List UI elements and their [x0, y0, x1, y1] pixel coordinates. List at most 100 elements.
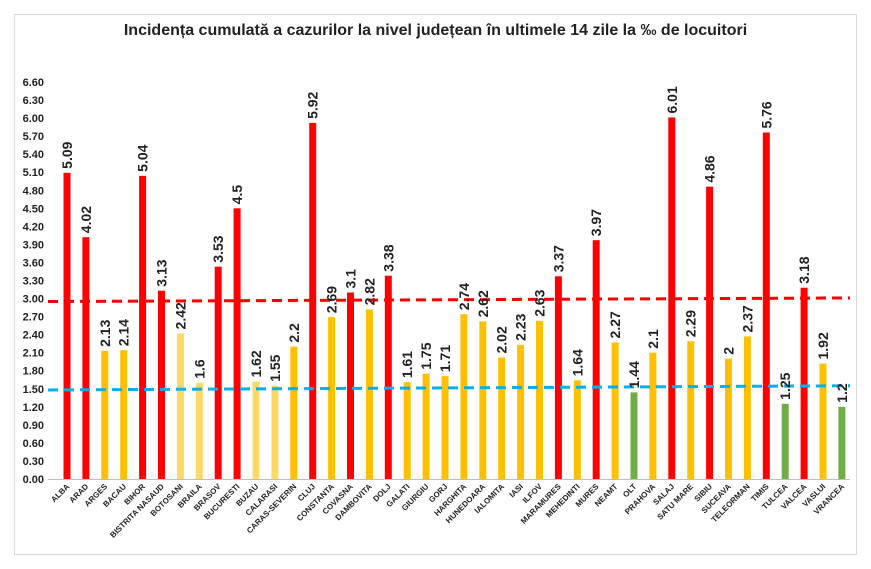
bar-botosani	[176, 333, 184, 479]
red-reference-line	[47, 296, 851, 304]
bar-ilfov	[536, 320, 543, 479]
bar-constanta	[328, 317, 336, 479]
data-label: 1.92	[815, 332, 831, 359]
bar-bucuresti	[233, 208, 241, 479]
data-label: 1.71	[437, 345, 453, 372]
data-label: 1.75	[418, 342, 434, 369]
bar-satu-mare	[687, 341, 695, 479]
bar-iasi	[517, 344, 525, 479]
y-tick-label: 1.80	[23, 366, 44, 378]
data-label: 3.38	[380, 244, 396, 271]
bar-vrancea	[838, 406, 846, 479]
bar-gorj	[441, 376, 449, 479]
y-tick-label: 3.00	[23, 294, 44, 306]
bar-mures	[592, 240, 600, 479]
y-tick-label: 6.30	[23, 95, 44, 107]
data-label: 4.5	[229, 185, 245, 205]
bar-alba	[63, 172, 71, 479]
y-tick-label: 0.00	[23, 474, 44, 486]
bar-timis	[762, 132, 770, 479]
data-label: 3.13	[154, 259, 170, 286]
bar-galati	[403, 382, 411, 479]
data-label: 5.04	[135, 144, 151, 171]
bar-covasna	[347, 292, 354, 479]
data-label: 3.37	[550, 245, 566, 272]
y-tick-label: 3.90	[23, 239, 44, 251]
data-label: 1.62	[248, 350, 264, 377]
y-tick-label: 1.20	[23, 402, 44, 414]
data-label: 3.97	[588, 209, 604, 236]
y-tick-label: 5.70	[23, 131, 44, 143]
data-label: 2.29	[683, 310, 699, 337]
data-label: 2.37	[739, 305, 755, 332]
data-label: 3.1	[343, 269, 359, 289]
bar-salaj	[668, 117, 676, 480]
y-tick-label: 0.60	[23, 438, 44, 450]
y-tick-label: 1.50	[23, 384, 44, 396]
y-tick-label: 4.50	[23, 203, 44, 215]
bar-arges	[101, 350, 109, 479]
x-tick-label: ALBA	[49, 482, 71, 504]
bar-valcea	[800, 287, 808, 479]
y-tick-label: 6.60	[23, 77, 44, 89]
data-label: 2.14	[116, 319, 132, 346]
bar-maramures	[554, 276, 562, 479]
bar-prahova	[649, 352, 657, 479]
data-label: 5.92	[305, 91, 321, 118]
bar-giurgiu	[422, 373, 430, 479]
data-label: 2.42	[172, 302, 188, 329]
bar-braila	[195, 382, 203, 479]
bar-buzau	[252, 381, 260, 479]
data-label: 6.01	[664, 86, 680, 113]
data-label: 2	[721, 347, 737, 355]
data-label: 2.27	[607, 311, 623, 338]
data-label: 2.82	[361, 278, 377, 305]
bar-bacau	[120, 350, 128, 479]
data-label: 3.53	[210, 235, 226, 262]
data-label: 2.74	[456, 283, 472, 310]
data-label: 2.63	[532, 289, 548, 316]
y-tick-label: 3.60	[23, 257, 44, 269]
data-label: 1.61	[399, 351, 415, 378]
data-label: 1.25	[777, 372, 793, 399]
bar-dambovita	[365, 309, 373, 479]
bar-calarasi	[271, 385, 279, 479]
data-label: 4.86	[702, 155, 718, 182]
bar-hunedoara	[479, 321, 487, 479]
y-tick-label: 0.30	[23, 456, 44, 468]
bar-ialomita	[498, 357, 506, 479]
data-label: 1.64	[569, 349, 585, 376]
y-tick-label: 5.40	[23, 149, 44, 161]
data-label: 5.76	[758, 101, 774, 128]
bar-harghita	[460, 314, 468, 479]
bar-sibiu	[706, 186, 714, 479]
y-tick-label: 3.30	[23, 276, 44, 288]
bar-brasov	[214, 266, 222, 479]
y-tick-label: 6.00	[23, 113, 44, 125]
y-tick-label: 4.80	[23, 185, 44, 197]
bar-dolj	[384, 275, 392, 479]
bar-suceava	[725, 358, 732, 479]
data-label: 2.13	[97, 319, 113, 346]
bar-bistrita-nasaud	[158, 290, 165, 479]
bar-vaslui	[819, 363, 827, 479]
y-tick-label: 4.20	[23, 221, 44, 233]
data-label: 1.55	[267, 354, 283, 381]
y-tick-label: 2.40	[23, 330, 44, 342]
blue-reference-line	[47, 384, 851, 392]
data-label: 2.23	[513, 313, 529, 340]
data-label: 4.02	[78, 206, 94, 233]
bar-arad	[82, 237, 90, 479]
bar-tulcea	[781, 403, 789, 479]
data-label: 2.62	[475, 290, 491, 317]
data-label: 1.44	[626, 361, 642, 388]
bar-teleorman	[743, 336, 751, 479]
bar-mehedinti	[573, 380, 581, 479]
y-tick-label: 2.70	[23, 312, 44, 324]
data-label: 2.2	[286, 323, 302, 343]
y-tick-label: 2.10	[23, 348, 44, 360]
data-label: 2.1	[645, 329, 661, 349]
bar-olt	[630, 392, 638, 479]
bar-bihor	[139, 175, 147, 479]
